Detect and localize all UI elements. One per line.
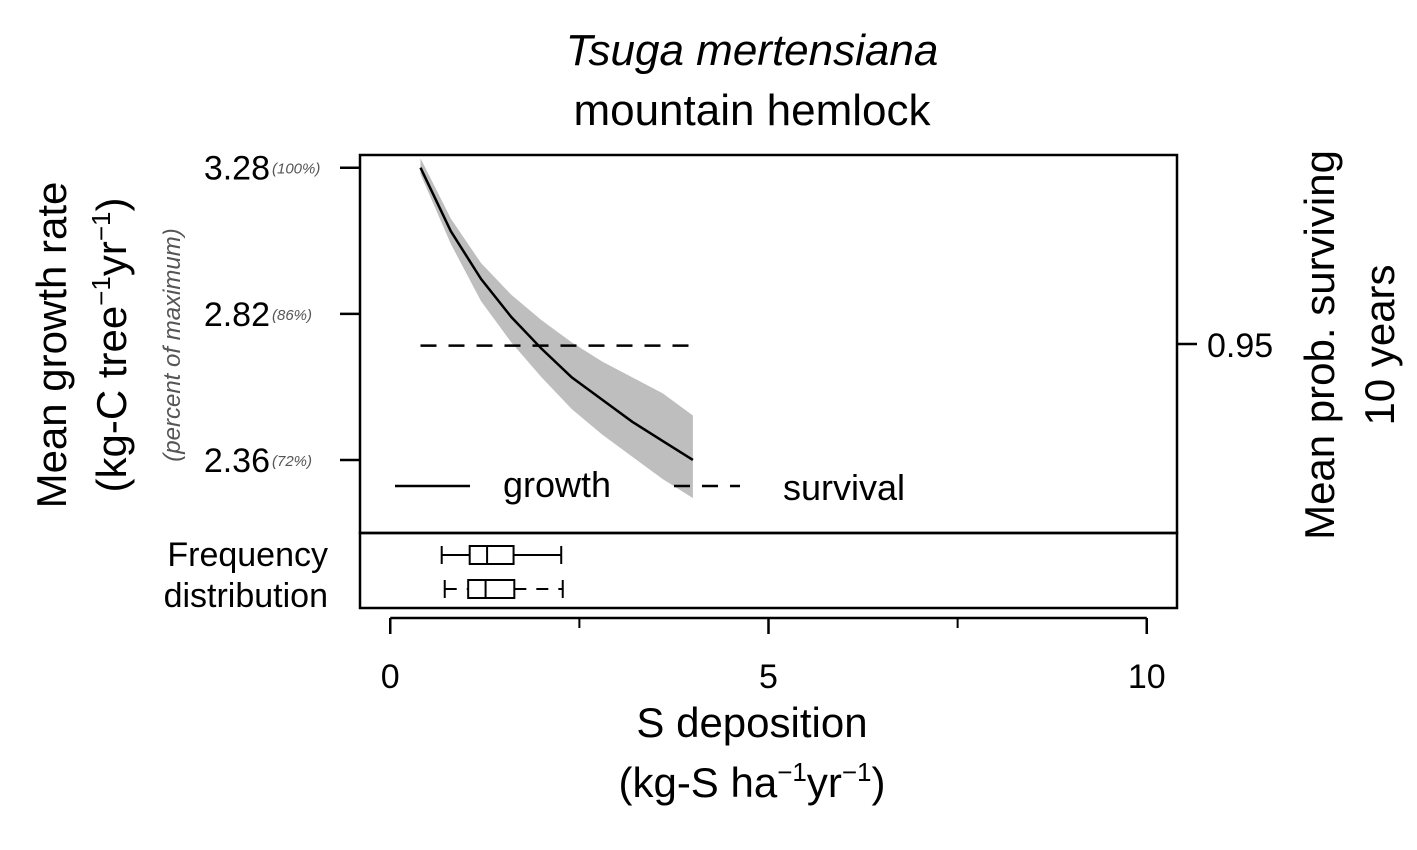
main-plot-frame [358, 153, 1179, 535]
y-axis-left-label-line1: Mean growth rate [28, 182, 75, 509]
frequency-panel-frame [358, 531, 1179, 610]
x-tick-label-5: 5 [759, 658, 778, 696]
chart-title-common: mountain hemlock [573, 86, 931, 135]
legend-growth-label: growth [503, 464, 611, 505]
x-axis-label-line2: (kg-S ha−1yr−1) [618, 757, 885, 806]
growth-confidence-band [420, 158, 693, 499]
y-axis-left-label-line2: (kg-C tree−1yr−1) [86, 197, 135, 492]
boxplot-1-box [467, 579, 516, 599]
chart-title-scientific: Tsuga mertensiana [566, 26, 939, 75]
frequency-label-line2: distribution [164, 577, 328, 615]
y-axis-right-label-line1: Mean prob. surviving [1296, 150, 1343, 540]
x-tick-layer: 0 5 10 [381, 616, 1166, 696]
boxplot-0-box [468, 545, 515, 565]
x-axis-label-line1: S deposition [636, 699, 867, 746]
frequency-label-line1: Frequency [167, 536, 328, 574]
y-tick-layer: 3.28 (100%) 2.82 (86%) 2.36 (72%) [204, 150, 360, 480]
boxplot-layer [440, 545, 564, 599]
y-axis-left-percent-label: (percent of maximum) [159, 228, 186, 461]
y-tick-percent-2.36: (72%) [272, 453, 312, 470]
series-line-growth [419, 167, 694, 461]
y-tick-label-3.28: 3.28 [204, 150, 270, 188]
confidence-band-layer [420, 158, 693, 499]
x-tick-label-0: 0 [381, 658, 400, 696]
y-tick-percent-2.82: (86%) [272, 307, 312, 324]
y-axis-right-label-line2: 10 years [1356, 264, 1403, 425]
x-tick-label-10: 10 [1128, 658, 1166, 696]
y-tick-label-2.82: 2.82 [204, 296, 270, 334]
legend-survival-label: survival [783, 467, 905, 508]
y-tick-percent-3.28: (100%) [272, 161, 320, 178]
series-layer [419, 167, 694, 461]
right-axis-tick-label: 0.95 [1207, 327, 1273, 365]
y-tick-label-2.36: 2.36 [204, 442, 270, 480]
